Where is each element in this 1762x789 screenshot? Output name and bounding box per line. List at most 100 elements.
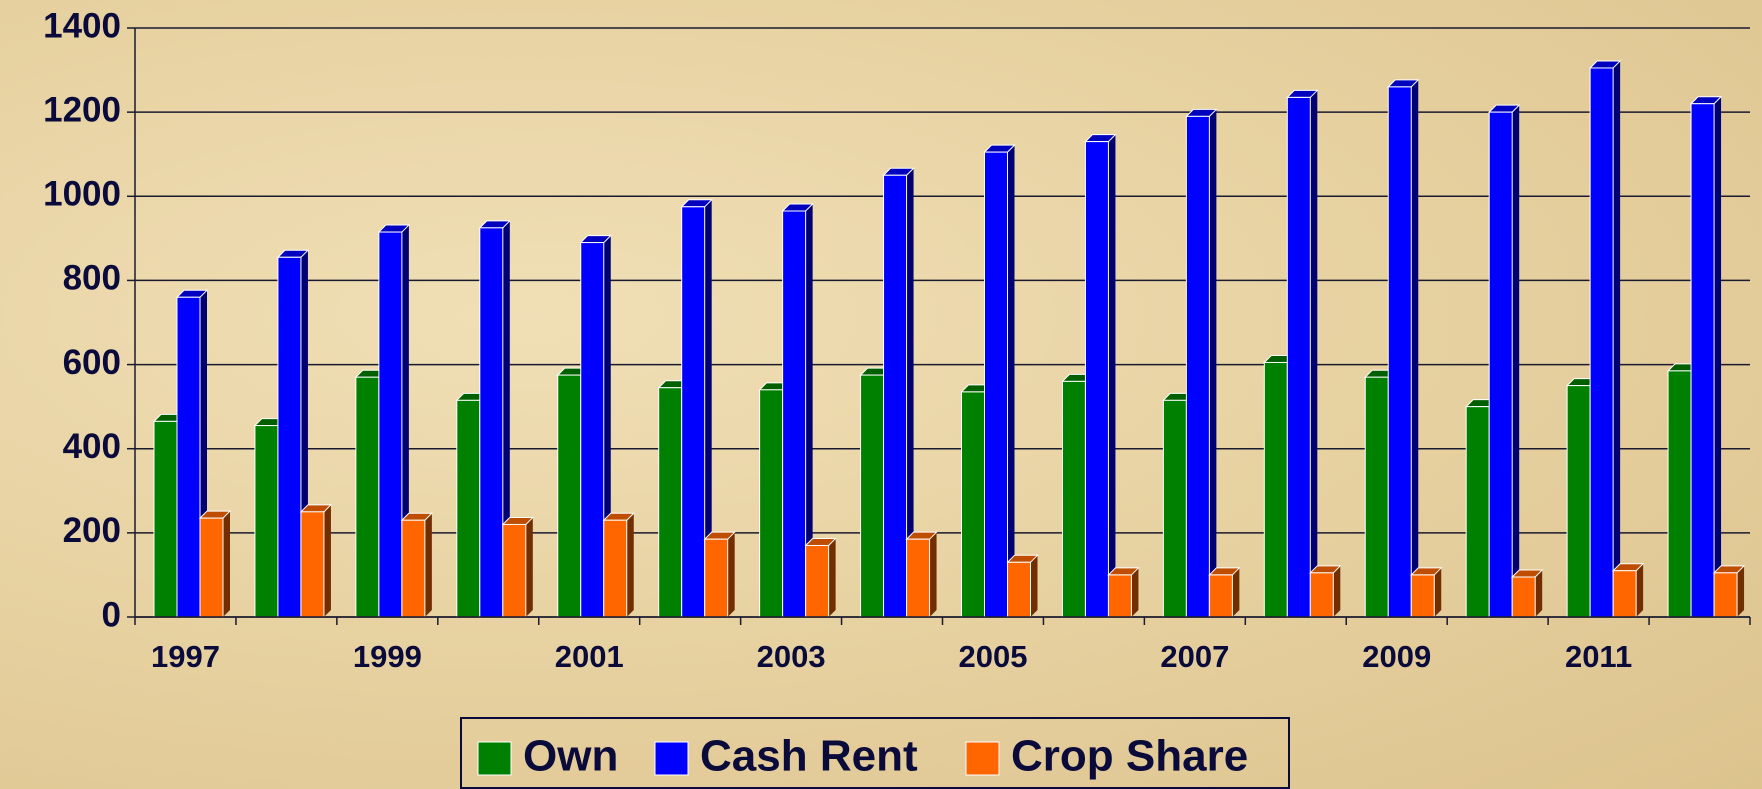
bar-side	[323, 504, 331, 617]
y-tick-label: 200	[63, 511, 121, 550]
bar	[1488, 111, 1513, 618]
y-tick-label: 1200	[43, 90, 121, 129]
bar-side	[1007, 145, 1015, 617]
bar	[401, 519, 426, 618]
x-tick-label: 2011	[1565, 639, 1632, 674]
y-tick-label: 400	[63, 427, 121, 466]
x-tick-label: 2007	[1160, 639, 1229, 674]
bar-side	[424, 513, 432, 617]
bar-side	[1434, 567, 1442, 617]
legend-box	[460, 717, 1290, 789]
x-tick-label: 1997	[151, 639, 220, 674]
bar	[860, 374, 885, 618]
x-tick-label: 2001	[555, 639, 624, 674]
y-tick-label: 800	[63, 259, 121, 298]
bar	[1263, 361, 1288, 618]
bar-side	[1030, 555, 1038, 617]
bar	[1107, 574, 1132, 618]
bar	[658, 387, 683, 618]
bar-side	[1714, 96, 1722, 617]
x-tick-label: 1999	[353, 639, 422, 674]
bar	[378, 231, 403, 618]
bar	[1061, 380, 1086, 618]
bar-side	[1512, 105, 1520, 618]
bar-side	[502, 220, 510, 617]
legend-swatch	[965, 741, 1000, 776]
bar-side	[1613, 60, 1621, 618]
bar	[300, 511, 325, 618]
legend-swatch	[654, 741, 689, 776]
bar	[355, 376, 380, 618]
bar-side	[906, 168, 914, 617]
y-tick-label: 0	[102, 595, 121, 634]
bar-side	[1333, 565, 1341, 617]
bar	[1465, 406, 1490, 618]
legend-swatch	[477, 741, 512, 776]
bar	[961, 391, 985, 618]
bar	[502, 523, 527, 618]
bar	[1286, 96, 1311, 618]
bar	[1007, 561, 1031, 618]
bar	[1511, 576, 1536, 618]
bar	[1185, 115, 1210, 618]
bar	[479, 227, 504, 618]
bar	[1690, 103, 1715, 618]
bar	[1589, 67, 1614, 618]
bar-side	[1131, 567, 1139, 617]
bar	[759, 389, 784, 618]
x-tick-label: 2003	[757, 639, 826, 674]
bar	[1410, 574, 1435, 618]
bar-side	[704, 199, 712, 617]
bar-side	[1232, 567, 1240, 617]
bar	[1612, 570, 1637, 618]
bar-side	[1310, 90, 1318, 618]
bar-side	[223, 511, 230, 617]
bar	[1713, 572, 1738, 618]
bar-side	[525, 517, 533, 617]
bar-side	[626, 513, 634, 617]
x-tick-label: 2009	[1362, 639, 1431, 674]
bar-side	[1209, 109, 1217, 617]
x-tick-label: 2005	[958, 639, 1027, 674]
bar	[1566, 385, 1591, 618]
legend-label: Own	[523, 732, 618, 781]
bar	[603, 519, 628, 618]
bar	[883, 174, 908, 618]
bar	[805, 544, 830, 618]
bar-side	[1737, 565, 1745, 617]
y-tick-label: 1400	[43, 6, 121, 45]
bar-side	[805, 204, 813, 617]
bar	[681, 206, 706, 618]
bar	[1387, 86, 1412, 618]
bar	[557, 374, 582, 618]
bar	[1084, 141, 1109, 618]
bar	[456, 399, 481, 618]
y-tick-label: 600	[63, 343, 121, 382]
legend-label: Cash Rent	[700, 732, 918, 781]
bar-side	[1636, 563, 1644, 617]
bar	[580, 242, 605, 618]
y-tick-label: 1000	[43, 175, 121, 214]
bar	[906, 538, 931, 618]
bar-side	[929, 532, 937, 617]
bar	[199, 517, 224, 618]
bar	[277, 256, 302, 618]
bar	[1667, 370, 1692, 618]
bar	[153, 420, 178, 618]
bar-side	[727, 532, 735, 617]
bar-side	[1535, 570, 1543, 617]
bar	[1364, 376, 1389, 618]
bar	[1162, 399, 1187, 618]
bar-side	[828, 538, 836, 617]
bar	[704, 538, 729, 618]
bar	[1309, 572, 1334, 618]
bar	[984, 151, 1008, 618]
bar	[782, 210, 807, 618]
bar-side	[1108, 134, 1116, 618]
legend-label: Crop Share	[1011, 732, 1248, 781]
bar	[254, 425, 279, 618]
bar-side	[1411, 79, 1419, 617]
bar	[176, 296, 201, 618]
bar	[1208, 574, 1233, 618]
